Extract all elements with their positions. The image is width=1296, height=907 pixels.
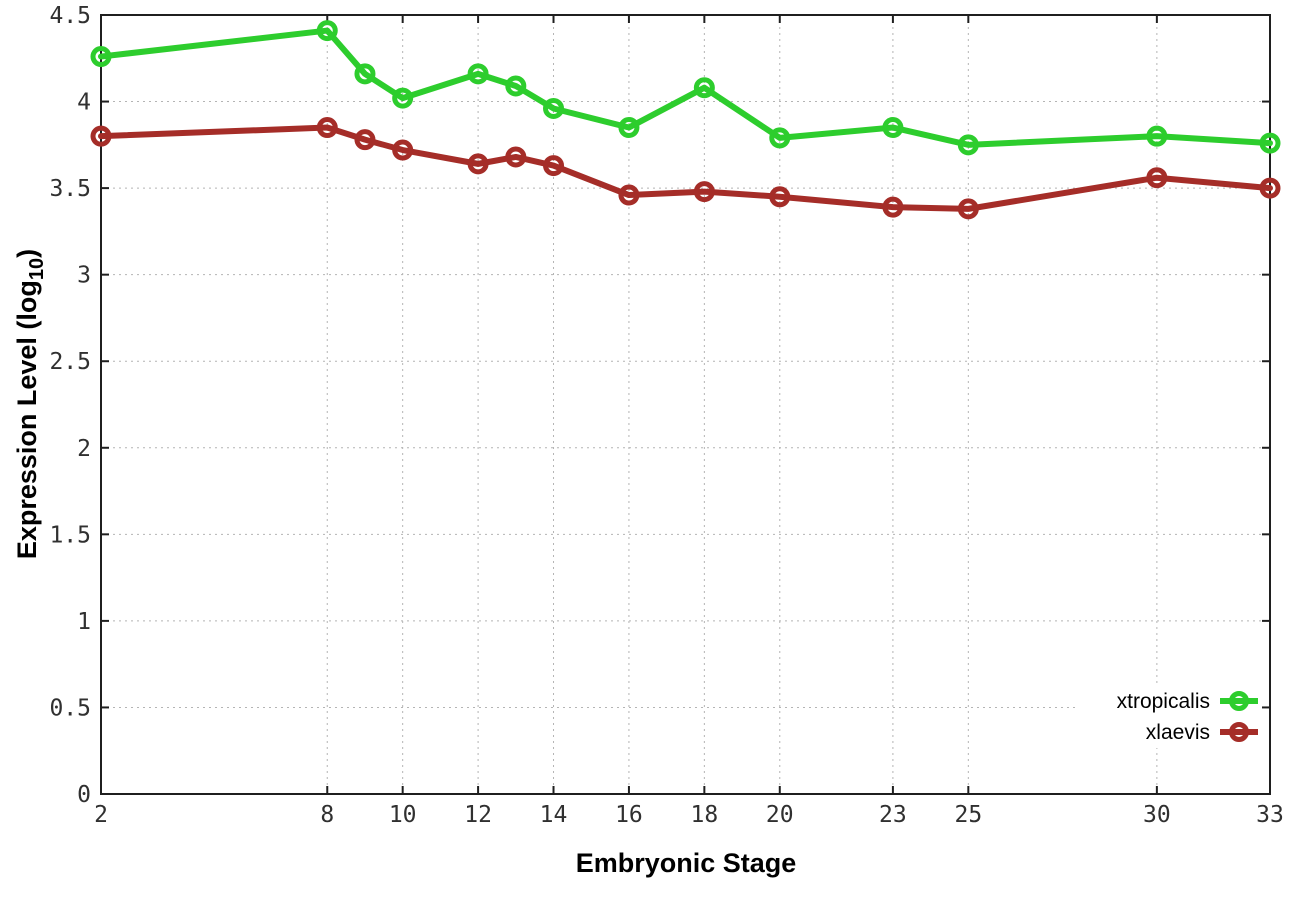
data-point-xlaevis bbox=[1259, 177, 1281, 199]
data-point-xtropicalis bbox=[957, 134, 979, 156]
x-tick-label: 33 bbox=[1256, 802, 1284, 828]
data-point-xtropicalis bbox=[769, 127, 791, 149]
data-point-xlaevis bbox=[693, 181, 715, 203]
data-point-xtropicalis bbox=[354, 63, 376, 85]
data-point-xlaevis bbox=[392, 139, 414, 161]
data-point-xlaevis bbox=[957, 198, 979, 220]
legend-label-xlaevis: xlaevis bbox=[1146, 721, 1210, 744]
data-point-xlaevis bbox=[90, 125, 112, 147]
y-tick-label: 1 bbox=[77, 609, 91, 635]
x-tick-label: 14 bbox=[540, 802, 568, 828]
y-tick-label: 1.5 bbox=[49, 522, 91, 548]
y-tick-label: 0 bbox=[77, 782, 91, 808]
data-point-xlaevis bbox=[505, 146, 527, 168]
series-layer bbox=[90, 20, 1281, 220]
x-tick-label: 8 bbox=[320, 802, 334, 828]
x-axis-title: Embryonic Stage bbox=[576, 848, 797, 878]
y-axis-title-main: Expression Level (log bbox=[12, 280, 42, 559]
data-point-xlaevis bbox=[543, 155, 565, 177]
x-tick-label: 23 bbox=[879, 802, 907, 828]
y-tick-label: 0.5 bbox=[49, 695, 91, 721]
y-axis-title-close: ) bbox=[12, 249, 42, 258]
x-tick-label: 12 bbox=[464, 802, 492, 828]
data-point-xtropicalis bbox=[392, 87, 414, 109]
y-axis-title-subscript: 10 bbox=[26, 258, 48, 280]
legend-marker-icon bbox=[1229, 691, 1249, 711]
data-point-xtropicalis bbox=[693, 77, 715, 99]
data-point-xtropicalis bbox=[467, 63, 489, 85]
y-tick-label: 3 bbox=[77, 263, 91, 289]
data-point-xlaevis bbox=[882, 196, 904, 218]
data-point-xtropicalis bbox=[90, 46, 112, 68]
legend-label-xtropicalis: xtropicalis bbox=[1117, 690, 1210, 713]
x-tick-label: 16 bbox=[615, 802, 643, 828]
data-point-xlaevis bbox=[316, 117, 338, 139]
legend-marker-icon bbox=[1229, 722, 1249, 742]
y-axis-title: Expression Level (log10) bbox=[12, 249, 48, 559]
data-point-xtropicalis bbox=[543, 97, 565, 119]
x-tick-label: 18 bbox=[691, 802, 719, 828]
data-point-xtropicalis bbox=[1146, 125, 1168, 147]
y-tick-label: 3.5 bbox=[49, 176, 91, 202]
y-tick-label: 4 bbox=[77, 90, 91, 116]
x-tick-label: 2 bbox=[94, 802, 108, 828]
data-point-xtropicalis bbox=[882, 117, 904, 139]
x-tick-label: 30 bbox=[1143, 802, 1171, 828]
y-tick-label: 2 bbox=[77, 436, 91, 462]
data-point-xlaevis bbox=[354, 129, 376, 151]
data-point-xtropicalis bbox=[618, 117, 640, 139]
data-point-xlaevis bbox=[467, 153, 489, 175]
data-point-xlaevis bbox=[1146, 167, 1168, 189]
axis-layer bbox=[100, 14, 1271, 795]
legend-entry-xtropicalis: xtropicalis bbox=[1117, 690, 1258, 713]
legend-entry-xlaevis: xlaevis bbox=[1146, 721, 1258, 744]
legend-layer: xtropicalis xlaevis bbox=[1117, 690, 1258, 744]
data-point-xlaevis bbox=[618, 184, 640, 206]
plot-border bbox=[100, 14, 1271, 795]
y-tick-label: 2.5 bbox=[49, 349, 91, 375]
x-tick-label: 20 bbox=[766, 802, 794, 828]
data-point-xlaevis bbox=[769, 186, 791, 208]
y-tick-label: 4.5 bbox=[49, 3, 91, 29]
tick-label-layer: 2 8 10 12 14 16 18 20 23 25 30 33 0 0.5 1 1.5 2 2.5 3 3.5 4 4… bbox=[49, 3, 1283, 828]
grid-layer bbox=[101, 15, 1270, 794]
x-tick-label: 10 bbox=[389, 802, 417, 828]
data-point-xtropicalis bbox=[316, 20, 338, 42]
data-point-xtropicalis bbox=[1259, 132, 1281, 154]
data-point-xtropicalis bbox=[505, 75, 527, 97]
x-tick-label: 25 bbox=[954, 802, 982, 828]
